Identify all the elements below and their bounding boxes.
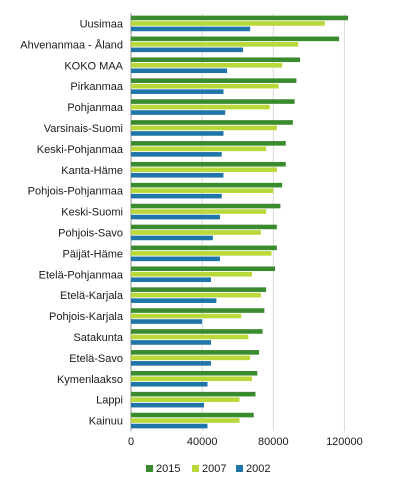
bar-2015 <box>131 161 286 167</box>
category-label: Etelä-Savo <box>69 353 123 365</box>
bar-2002 <box>131 361 212 366</box>
bar-2002 <box>131 381 208 387</box>
bar-2007 <box>131 21 325 26</box>
grid-layer <box>130 13 345 431</box>
bar-2002 <box>131 340 212 345</box>
category-label: Etelä-Pohjanmaa <box>39 269 124 281</box>
bar-2007 <box>131 355 251 361</box>
bar-2007 <box>131 334 249 340</box>
category-label: Lappi <box>96 395 123 407</box>
legend-swatch-2002 <box>236 465 243 472</box>
bar-2007 <box>131 167 277 173</box>
bar-2002 <box>131 131 224 136</box>
x-tick-label: 0 <box>128 436 134 448</box>
bar-2007 <box>131 313 242 319</box>
bar-2007 <box>131 418 240 423</box>
bar-2002 <box>131 47 244 53</box>
bar-2015 <box>131 287 267 292</box>
category-label: Kainuu <box>89 416 123 428</box>
bar-2015 <box>131 15 348 21</box>
bar-2002 <box>131 68 228 74</box>
bar-layer <box>131 15 348 429</box>
bar-2007 <box>131 209 267 214</box>
bar-2015 <box>131 245 277 251</box>
category-label: Satakunta <box>73 332 123 344</box>
x-tick-label: 120000 <box>326 436 363 448</box>
bar-2007 <box>131 188 274 193</box>
bar-2007 <box>131 42 299 47</box>
category-label: Kanta-Häme <box>61 165 123 177</box>
legend-label: 2002 <box>246 463 270 475</box>
bar-2007 <box>131 230 261 235</box>
bar-2015 <box>131 308 265 313</box>
bar-2002 <box>131 277 212 283</box>
bar-2015 <box>131 78 297 83</box>
category-label: Pohjois-Savo <box>58 227 123 239</box>
bar-2015 <box>131 120 293 125</box>
bar-2007 <box>131 125 277 131</box>
category-label: Ahvenanmaa - Åland <box>20 38 123 51</box>
category-label: Pohjois-Karjala <box>49 311 124 323</box>
bar-2015 <box>131 329 263 334</box>
bar-2015 <box>131 203 281 209</box>
bar-2002 <box>131 214 220 220</box>
bar-2015 <box>131 391 256 397</box>
bar-2007 <box>131 271 252 277</box>
bar-2002 <box>131 152 222 157</box>
bar-2002 <box>131 235 213 241</box>
bar-2007 <box>131 397 240 402</box>
category-label: Keski-Pohjanmaa <box>37 144 124 156</box>
bar-2002 <box>131 423 208 429</box>
category-label: KOKO MAA <box>64 60 123 72</box>
legend-swatch-2007 <box>192 465 199 472</box>
category-label: Pohjois-Pohjanmaa <box>28 186 124 198</box>
bar-2007 <box>131 62 283 68</box>
category-label: Kymenlaakso <box>57 374 123 386</box>
bar-2015 <box>131 182 283 188</box>
bar-2002 <box>131 319 203 324</box>
x-tick-label: 40000 <box>187 436 218 448</box>
category-label: Uusimaa <box>80 18 124 30</box>
category-label: Pirkanmaa <box>70 81 123 93</box>
category-label: Varsinais-Suomi <box>44 123 123 135</box>
legend-swatch-2015 <box>146 465 153 472</box>
category-label: Keski-Suomi <box>61 207 123 219</box>
bar-2002 <box>131 110 226 115</box>
category-label: Etelä-Karjala <box>60 290 124 302</box>
bar-2015 <box>131 224 277 230</box>
legend: 2015 2007 2002 <box>146 463 270 475</box>
legend-label: 2015 <box>156 463 180 475</box>
bar-2015 <box>131 350 260 355</box>
category-label: Pohjanmaa <box>67 102 124 114</box>
category-label: Päijät-Häme <box>62 248 123 260</box>
bar-2002 <box>131 256 220 262</box>
bar-2007 <box>131 376 252 382</box>
bar-2015 <box>131 99 295 104</box>
x-axis-ticks: 0 40000 80000 120000 <box>128 436 363 448</box>
legend-label: 2007 <box>202 463 226 475</box>
bar-2015 <box>131 57 300 63</box>
bar-2015 <box>131 266 276 272</box>
category-labels: Uusimaa Ahvenanmaa - Åland KOKO MAA Pirkanm… <box>20 18 124 427</box>
bar-2007 <box>131 104 270 110</box>
bar-2002 <box>131 89 224 94</box>
bar-2015 <box>131 370 258 376</box>
bar-2015 <box>131 412 254 418</box>
bar-2007 <box>131 83 279 89</box>
bar-2002 <box>131 26 251 32</box>
bar-2007 <box>131 292 261 298</box>
bar-2002 <box>131 298 217 303</box>
bar-2007 <box>131 146 267 152</box>
bar-2015 <box>131 141 286 146</box>
bar-2002 <box>131 172 224 178</box>
bar-2002 <box>131 402 204 408</box>
x-tick-label: 80000 <box>258 436 289 448</box>
bar-2007 <box>131 251 272 256</box>
bar-2015 <box>131 36 340 42</box>
bar-2002 <box>131 193 222 199</box>
